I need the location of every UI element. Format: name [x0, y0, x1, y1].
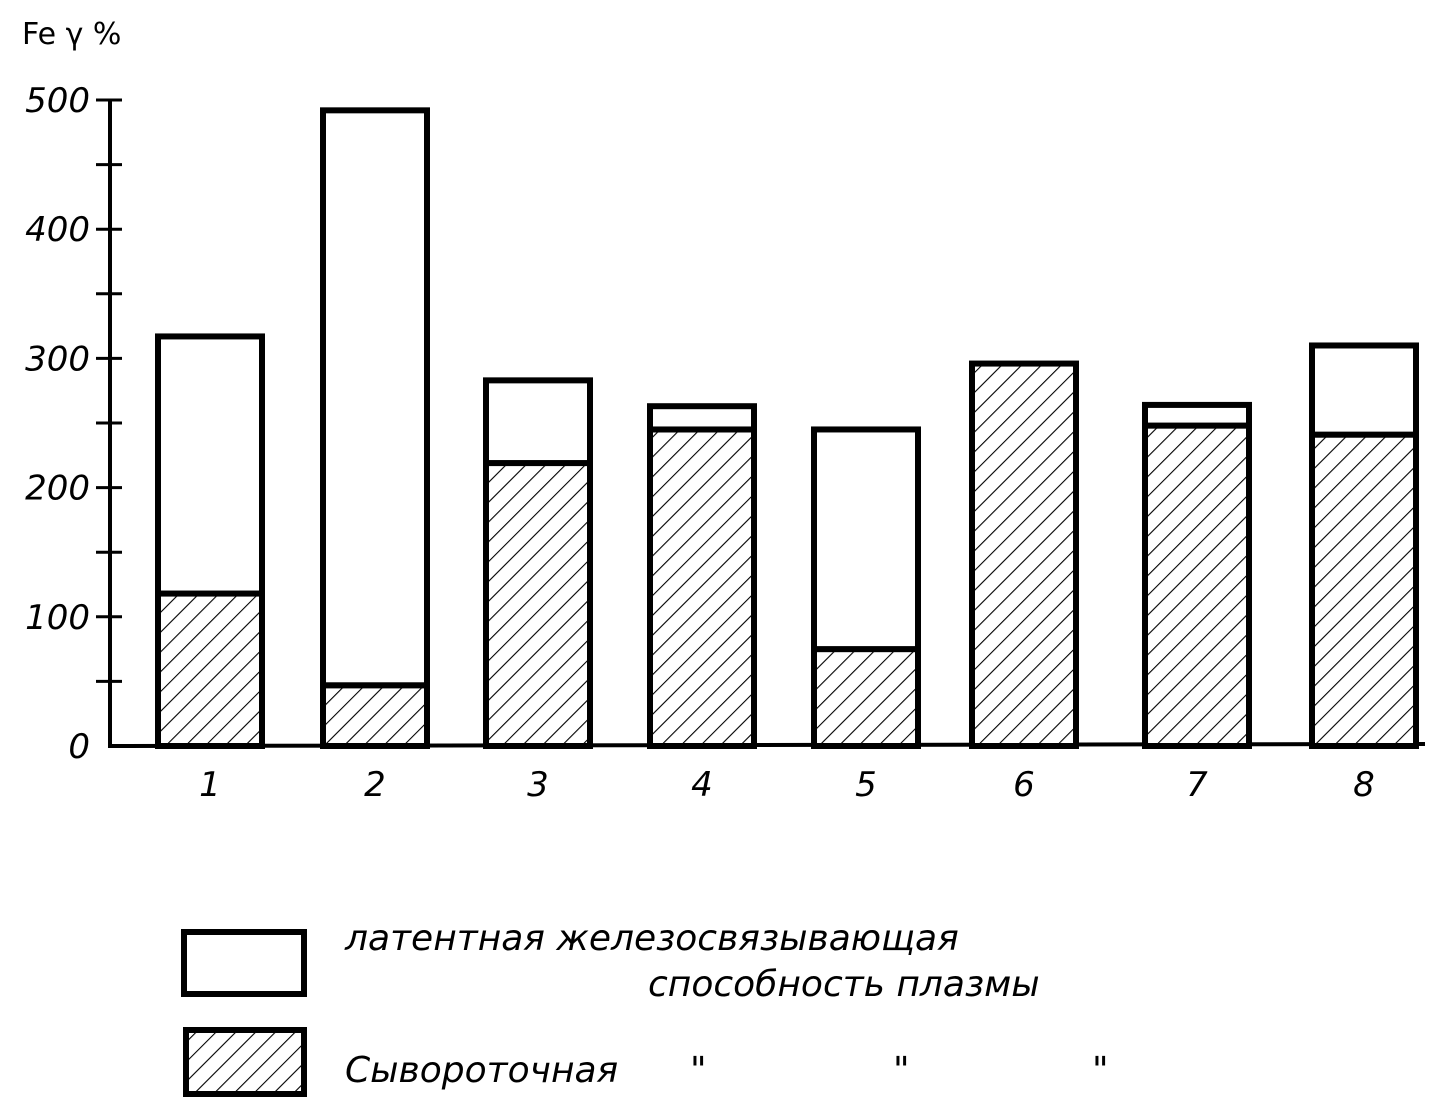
- y-tick-label: 100: [25, 598, 90, 638]
- bar-serum: [969, 360, 1079, 749]
- y-tick-label: 300: [25, 339, 90, 379]
- y-tick-label: 400: [25, 210, 90, 250]
- y-tick-label: 0: [68, 727, 90, 767]
- y-axis-label: Fe γ %: [22, 17, 121, 52]
- x-tick-label: 4: [691, 765, 713, 805]
- bar-latent: [811, 426, 921, 653]
- y-tick-label: 500: [25, 81, 90, 121]
- bar-latent: [1142, 401, 1252, 429]
- bar-latent: [320, 107, 430, 689]
- bar-serum: [155, 590, 265, 749]
- bar-latent: [483, 377, 593, 467]
- legend-label-latent-line1: латентная железосвязывающая: [344, 918, 959, 959]
- legend-label-serum: Сывороточная: [345, 1050, 618, 1091]
- legend-ditto-mark: ": [690, 1050, 707, 1091]
- legend-swatch-latent: [181, 929, 307, 997]
- bar-serum: [1142, 422, 1252, 749]
- x-tick-label: 3: [527, 765, 549, 805]
- bar-serum: [1309, 431, 1419, 749]
- legend-label-latent-line2: способность плазмы: [648, 964, 1040, 1005]
- bar-latent: [1309, 342, 1419, 438]
- x-tick-label: 6: [1013, 765, 1035, 805]
- bar-latent: [155, 333, 265, 597]
- legend-ditto-mark: ": [893, 1050, 910, 1091]
- y-tick-label: 200: [25, 469, 90, 509]
- legend: латентная железосвязывающая способность …: [181, 918, 1109, 1097]
- x-tick-label: 5: [855, 765, 877, 805]
- bar-serum: [320, 682, 430, 749]
- bar-serum: [483, 460, 593, 749]
- bar-serum: [811, 646, 921, 749]
- legend-ditto-mark: ": [1092, 1050, 1109, 1091]
- legend-swatch-serum: [183, 1027, 307, 1097]
- bar-serum: [647, 426, 757, 749]
- bar-latent: [647, 403, 757, 433]
- x-tick-label: 2: [364, 765, 386, 805]
- x-tick-label: 1: [199, 765, 221, 805]
- x-tick-label: 8: [1353, 765, 1375, 805]
- x-tick-label: 7: [1186, 765, 1208, 805]
